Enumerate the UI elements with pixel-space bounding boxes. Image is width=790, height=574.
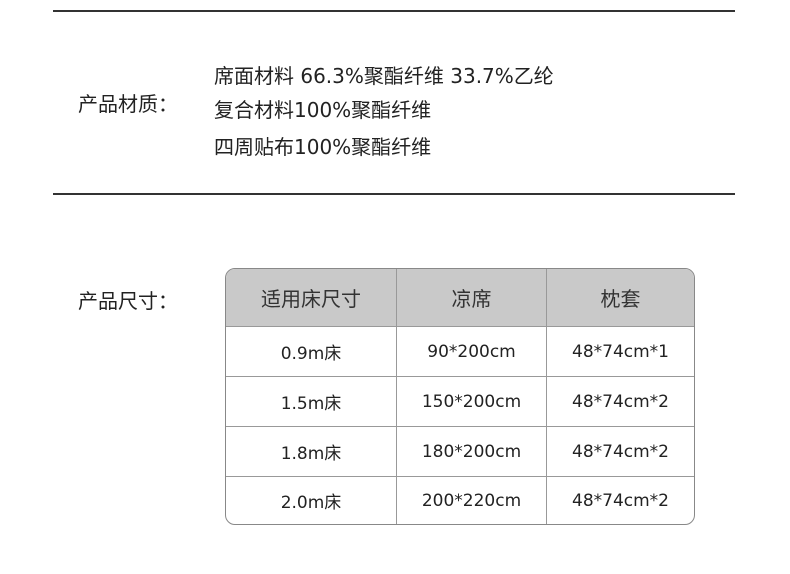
table-cell: 48*74cm*1: [547, 327, 694, 377]
divider-top: [53, 10, 735, 12]
table-cell: 48*74cm*2: [572, 490, 669, 511]
size-table: 适用床尺寸 凉席 枕套 0.9m床 90*200cm 48*74cm*1 1.5m床 1…: [225, 268, 695, 525]
table-cell: 48*74cm*2: [547, 427, 694, 477]
table-cell: 200*220cm: [397, 477, 547, 524]
table-cell: 48*74cm*2: [547, 377, 694, 427]
table-cell: 2.0m床: [226, 477, 397, 524]
material-line: 四周贴布100%聚酯纤维: [214, 135, 432, 159]
material-line: 席面材料 66.3%聚酯纤维 33.7%乙纶: [214, 64, 554, 88]
table-header: 适用床尺寸: [226, 269, 397, 327]
table-cell: 150*200cm: [397, 377, 547, 427]
material-label: 产品材质：: [78, 92, 178, 116]
table-cell: 180*200cm: [397, 427, 547, 477]
material-line: 复合材料100%聚酯纤维: [214, 98, 432, 122]
size-label: 产品尺寸：: [78, 289, 178, 313]
table-header: 枕套: [547, 269, 694, 327]
table-cell: 90*200cm: [397, 327, 547, 377]
divider-bottom: [53, 193, 735, 195]
table-cell: 0.9m床: [226, 327, 397, 377]
table-header: 凉席: [397, 269, 547, 327]
table-cell: 1.5m床: [226, 377, 397, 427]
table-cell: 1.8m床: [226, 427, 397, 477]
